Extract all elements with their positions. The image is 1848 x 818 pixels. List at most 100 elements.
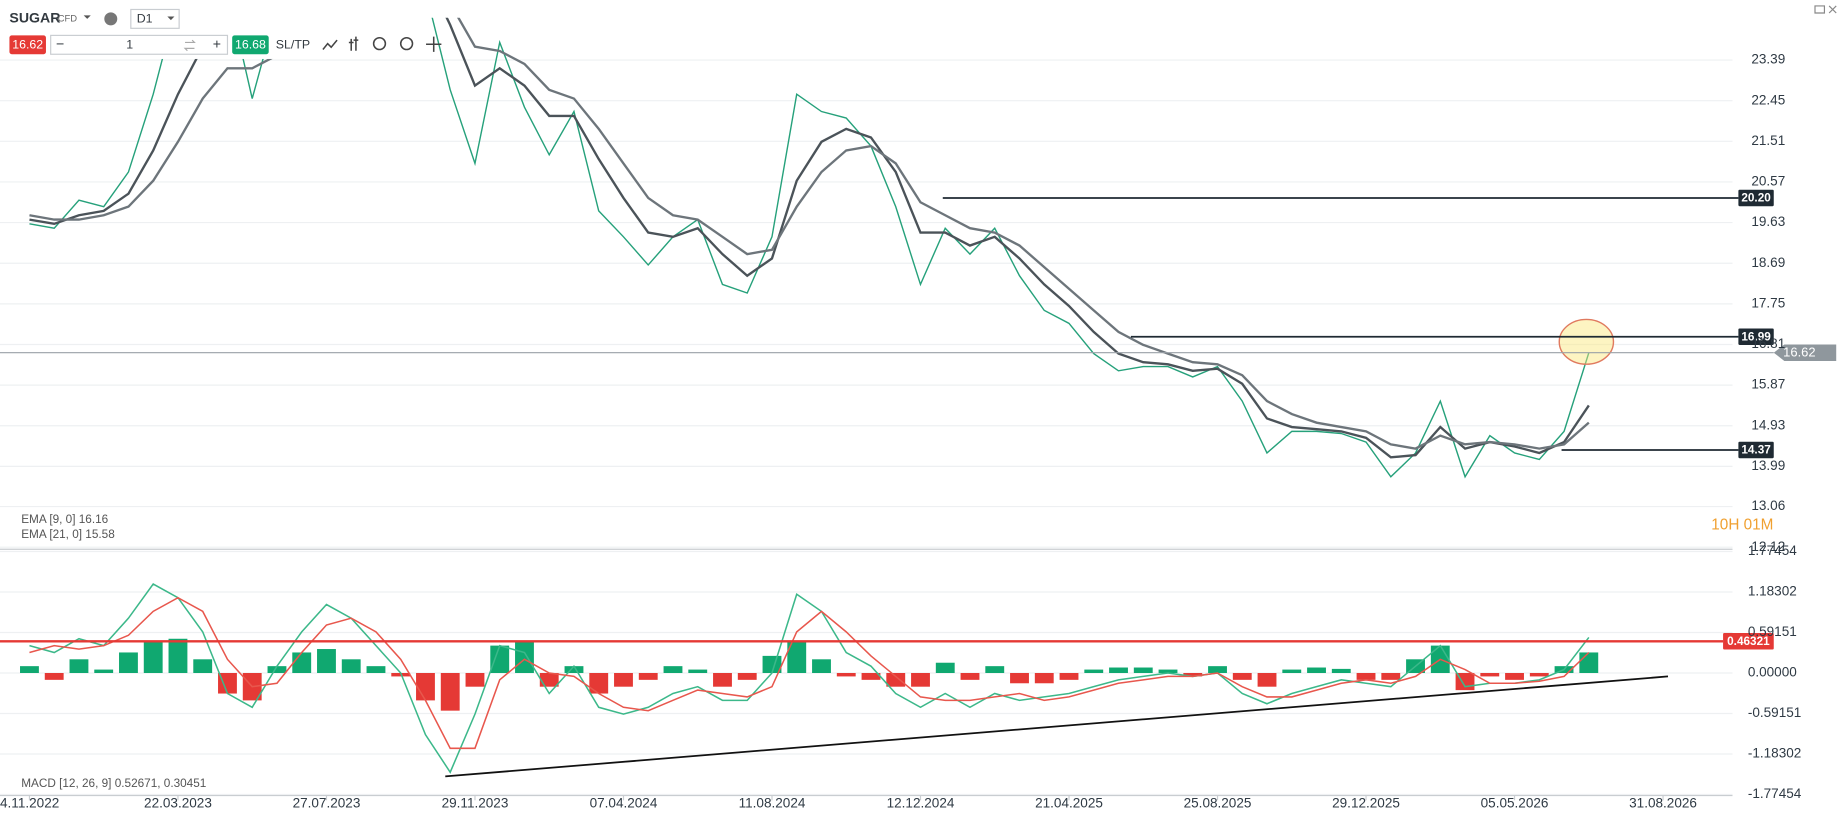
y-tick-label: 21.51 — [1751, 133, 1785, 148]
macd-line — [29, 583, 1590, 774]
sell-button[interactable] — [9, 35, 46, 55]
histogram-bar — [1232, 673, 1252, 680]
histogram-bar — [44, 673, 64, 680]
swap-icon[interactable] — [183, 39, 196, 52]
histogram-bar — [1010, 673, 1029, 684]
histogram-bar — [515, 642, 534, 673]
window-controls[interactable] — [1814, 5, 1837, 14]
histogram-bar — [119, 652, 138, 673]
y-tick-label: 15.87 — [1751, 377, 1785, 392]
histogram-bar — [267, 666, 287, 673]
main-grid — [0, 59, 1733, 801]
histogram-bar — [787, 642, 807, 673]
pan-icon[interactable] — [426, 36, 442, 52]
histogram-bar — [564, 666, 584, 673]
histogram-bar — [317, 649, 336, 673]
toolbar: SUGAR CFD D1 16.62 − 1 + 16.68 SL/TP — [0, 0, 442, 59]
histogram-bar — [1505, 673, 1524, 680]
timeframe-select[interactable] — [130, 8, 180, 29]
level-label: 14.37 — [1741, 444, 1771, 457]
level-badge — [1738, 328, 1774, 345]
histogram-bar — [416, 673, 435, 701]
histogram-bar — [218, 673, 237, 694]
y-tick-label: 16.81 — [1751, 336, 1785, 351]
histogram-bar — [539, 673, 559, 687]
zoom-in-icon[interactable] — [399, 36, 414, 51]
histogram-bar — [490, 645, 510, 673]
buy-button[interactable] — [232, 35, 269, 55]
quantity-box — [50, 34, 229, 55]
price-line — [29, 17, 1590, 479]
histogram-bar — [688, 669, 708, 673]
histogram-bar — [985, 666, 1005, 673]
line-tool-icon[interactable] — [322, 39, 338, 51]
legend-entry: EMA [9, 0] 16.16 — [21, 513, 108, 526]
y-tick-label: 22.45 — [1751, 92, 1785, 107]
buy-price: 16.68 — [235, 38, 266, 52]
histogram-bar — [1480, 673, 1500, 677]
histogram-bar — [1579, 652, 1599, 673]
macd-legend: MACD [12, 26, 9] 0.52671, 0.30451 — [21, 777, 206, 790]
symbol-type: CFD — [58, 12, 78, 23]
histogram-bar — [1257, 673, 1277, 687]
histogram-bar — [366, 666, 386, 673]
histogram-bar — [1356, 673, 1376, 680]
histogram-bar — [1282, 669, 1302, 673]
sell-price: 16.62 — [12, 38, 43, 52]
y-tick-label: -1.77454 — [1748, 786, 1802, 801]
candle-icon[interactable] — [348, 36, 359, 51]
x-tick-label: 05.05.2026 — [1481, 795, 1549, 810]
info-icon[interactable] — [104, 12, 118, 26]
symbol[interactable]: SUGAR — [9, 10, 60, 26]
histogram-bar — [143, 642, 163, 673]
histogram-bar — [1183, 673, 1203, 677]
y-tick-label: -0.59151 — [1748, 705, 1801, 720]
histogram-bar — [737, 673, 757, 680]
x-tick-label: 29.11.2023 — [442, 795, 509, 810]
histogram-bar — [1331, 668, 1351, 673]
plus-button[interactable]: + — [213, 36, 221, 52]
legend-entry: EMA [21, 0] 15.58 — [21, 528, 115, 541]
histogram-bar — [713, 673, 732, 687]
trendline — [445, 675, 1669, 778]
main-plot — [29, 17, 1590, 479]
histogram-bar — [193, 659, 213, 673]
level-label: 20.20 — [1741, 192, 1771, 205]
histogram-bar — [1208, 666, 1227, 673]
y-tick-label: 23.39 — [1751, 52, 1785, 67]
histogram-bar — [836, 673, 856, 677]
histogram-bar — [935, 662, 955, 673]
x-tick-label: 29.12.2025 — [1332, 795, 1400, 810]
y-tick-label: 18.69 — [1751, 255, 1785, 270]
histogram-bar — [663, 666, 683, 673]
histogram-bar — [638, 673, 658, 680]
level-label: 16.99 — [1741, 330, 1771, 343]
histogram-bar — [1529, 673, 1549, 677]
x-tick-label: 21.04.2025 — [1035, 795, 1103, 810]
signal-line — [29, 596, 1590, 750]
y-tick-label: -1.18302 — [1748, 746, 1801, 761]
y-tick-label: 13.99 — [1751, 458, 1785, 473]
histogram-bar — [1059, 673, 1079, 680]
histogram-bar — [20, 666, 39, 673]
histogram-bar — [911, 673, 930, 687]
x-tick-label: 27.07.2023 — [293, 795, 361, 810]
minus-button[interactable]: − — [56, 36, 64, 52]
histogram-bar — [1034, 673, 1054, 684]
zoom-out-icon[interactable] — [372, 36, 387, 51]
x-tick-label: 11.08.2024 — [739, 795, 806, 810]
x-tick-label: 4.11.2022 — [0, 795, 59, 810]
macd-level-label: 0.46321 — [1727, 635, 1770, 648]
y-tick-label: 13.06 — [1751, 498, 1785, 513]
y-tick-label: 20.57 — [1751, 174, 1785, 189]
macd-plot — [20, 583, 1599, 774]
sltp-button[interactable]: SL/TP — [276, 38, 310, 52]
histogram-bar — [440, 673, 460, 711]
quantity[interactable]: 1 — [126, 38, 133, 52]
histogram-bar — [1307, 667, 1326, 673]
histogram-bar — [341, 659, 361, 673]
level-badge — [1738, 189, 1774, 207]
histogram-bar — [886, 673, 906, 687]
y-tick-label: 12.12 — [1751, 539, 1785, 554]
symbol-dropdown[interactable] — [83, 15, 91, 19]
